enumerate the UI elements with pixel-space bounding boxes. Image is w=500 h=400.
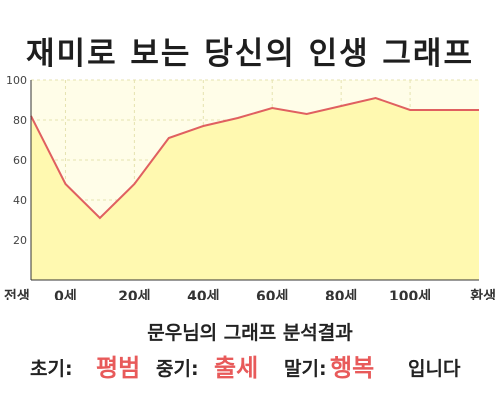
late-label: 말기: [284, 358, 327, 380]
page-title: 재미로 보는 당신의 인생 그래프 [26, 36, 474, 72]
early-label: 초기: [30, 358, 73, 380]
x-tick-label: 환생 [470, 288, 496, 300]
plot-area: 20 40 60 80 100 전생 0세 20세 40세 60세 80세 100세 환생 [4, 74, 496, 300]
x-tick-label: 0세 [54, 289, 77, 300]
ending-text: 입니다 [408, 358, 461, 380]
x-tick-label: 60세 [256, 289, 288, 300]
y-tick-label: 60 [13, 154, 27, 167]
y-tick-label: 80 [13, 114, 27, 127]
late-value: 행복 [330, 354, 375, 382]
x-tick-label: 80세 [325, 289, 357, 300]
series-line [30, 96, 479, 220]
x-tick-label: 전생 [4, 288, 30, 300]
area-fill [31, 98, 479, 280]
y-tick-label: 20 [13, 234, 27, 247]
y-tick-label: 40 [13, 194, 27, 207]
early-value: 평범 [96, 354, 141, 382]
x-tick-label: 20세 [118, 289, 150, 300]
middle-label: 중기: [156, 358, 199, 380]
life-graph-chart: 20 40 60 80 100 전생 0세 20세 40세 60세 80세 100세 환생 [4, 74, 496, 300]
middle-value: 출세 [214, 354, 259, 382]
x-tick-label: 40세 [187, 289, 219, 300]
y-tick-label: 100 [6, 74, 27, 87]
x-tick-label: 100세 [389, 289, 431, 300]
result-line: 초기: 평범 중기: 출세 말기: 행복 입니다 [0, 346, 500, 382]
result-title: 문우님의 그래프 분석결과 [147, 322, 353, 344]
